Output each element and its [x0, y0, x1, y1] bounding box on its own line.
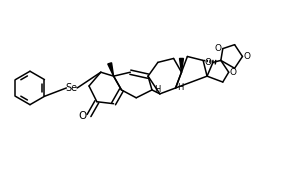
Text: H: H: [178, 83, 184, 93]
Polygon shape: [179, 58, 183, 72]
Text: Se: Se: [65, 83, 77, 93]
Text: O: O: [244, 52, 250, 61]
Polygon shape: [108, 63, 114, 76]
Text: O: O: [79, 111, 87, 121]
Text: O: O: [230, 68, 237, 77]
Text: H: H: [154, 86, 160, 94]
Text: O: O: [215, 44, 222, 53]
Text: O: O: [205, 58, 212, 67]
